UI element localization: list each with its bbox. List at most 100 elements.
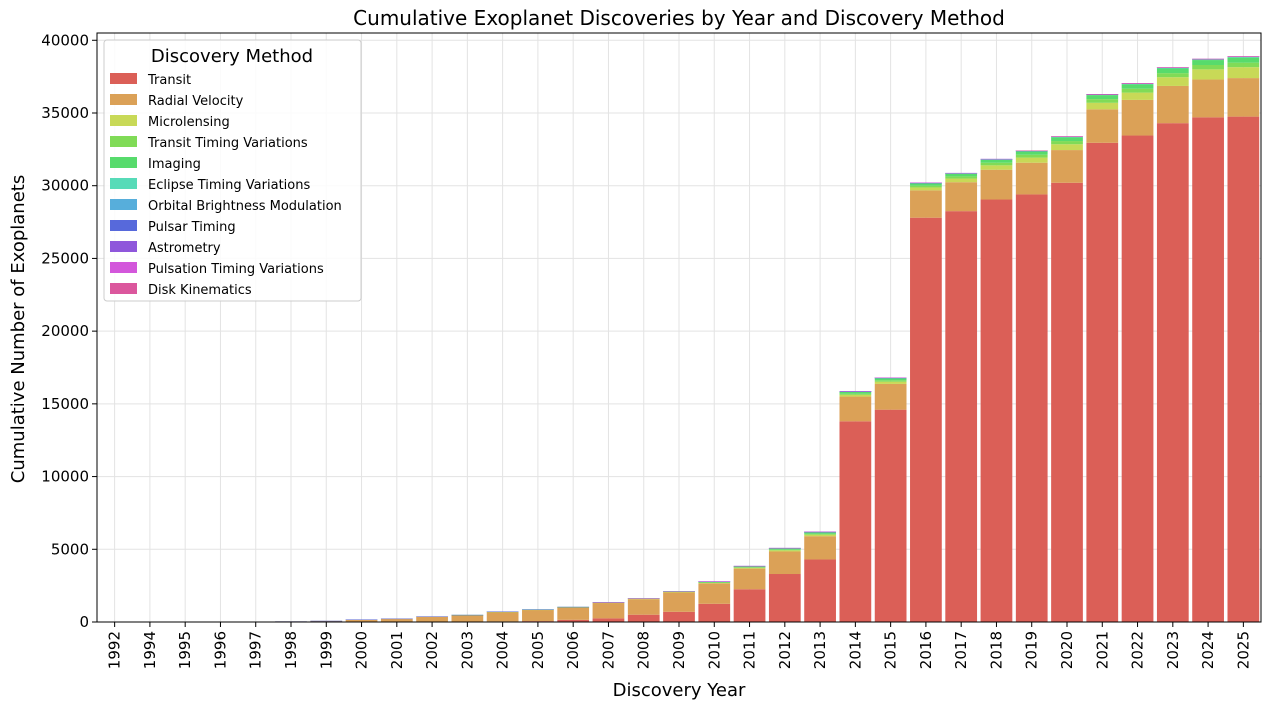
bar-segment xyxy=(663,591,695,593)
bar-segment xyxy=(1227,78,1260,117)
bar-segment xyxy=(698,581,731,583)
bar-segment xyxy=(1156,73,1189,78)
bar-segment xyxy=(310,620,343,622)
bar-segment xyxy=(839,391,872,394)
bar-segment xyxy=(910,183,942,186)
bar-segment xyxy=(486,611,519,613)
x-tick-label: 1996 xyxy=(211,631,229,669)
bar-segment xyxy=(522,609,554,610)
bar-segment xyxy=(416,616,448,617)
x-tick-label: 2020 xyxy=(1058,631,1076,669)
bar-segment xyxy=(627,598,660,600)
x-tick-label: 2025 xyxy=(1234,631,1252,669)
bar-segment xyxy=(1086,109,1119,143)
bar-segment xyxy=(1015,151,1048,155)
y-axis-label: Cumulative Number of Exoplanets xyxy=(8,175,29,483)
legend-swatch xyxy=(110,220,137,231)
x-tick-label: 2013 xyxy=(811,631,829,669)
x-tick-label: 2003 xyxy=(458,631,476,669)
x-tick-label: 1995 xyxy=(176,631,194,669)
legend-label: Transit xyxy=(147,73,191,88)
y-tick-label: 15000 xyxy=(41,395,89,413)
bar-segment xyxy=(804,532,836,534)
x-tick-label: 2004 xyxy=(494,631,512,669)
bar-segment xyxy=(1015,157,1048,163)
legend-label: Eclipse Timing Variations xyxy=(148,178,310,193)
x-tick-label: 2018 xyxy=(987,631,1005,669)
bar-segment xyxy=(980,162,1013,166)
y-tick-label: 35000 xyxy=(41,104,89,122)
legend-items: Transit Radial Velocity Microlensing Transi… xyxy=(110,73,342,298)
bar-segment xyxy=(522,609,554,622)
bar-segment xyxy=(345,619,378,622)
bar-segment xyxy=(1192,79,1224,118)
x-tick-label: 2015 xyxy=(882,631,900,669)
x-tick-label: 2019 xyxy=(1023,631,1041,669)
bar-segment xyxy=(733,565,766,567)
legend-swatch xyxy=(110,283,137,294)
bar-segment xyxy=(592,602,625,603)
x-tick-label: 2008 xyxy=(635,631,653,669)
bar-segment xyxy=(945,176,978,179)
bar-segment xyxy=(627,614,660,622)
bar-segment xyxy=(910,190,942,218)
bar-segment xyxy=(1227,56,1260,57)
bar-segment xyxy=(945,172,978,174)
bar-segment xyxy=(1086,102,1119,110)
bar-segment xyxy=(1051,182,1083,623)
bar-segment xyxy=(1121,83,1154,84)
x-tick-label: 2022 xyxy=(1129,631,1147,669)
bar-segment xyxy=(557,606,590,608)
x-tick-label: 2012 xyxy=(776,631,794,669)
legend-label: Pulsation Timing Variations xyxy=(148,262,324,277)
bar-segment xyxy=(910,217,942,622)
bar-segment xyxy=(804,533,836,535)
bar-segment xyxy=(1192,60,1224,65)
bar-segment xyxy=(698,582,731,584)
bar-segment xyxy=(1156,123,1189,622)
bar-segment xyxy=(1086,94,1119,95)
bar-segment xyxy=(1015,162,1048,195)
legend-label: Transit Timing Variations xyxy=(147,136,308,151)
bar-segment xyxy=(1015,150,1048,152)
bar-segment xyxy=(839,421,872,622)
bar-segment xyxy=(768,549,801,551)
bar-segment xyxy=(1192,64,1224,70)
bar-segment xyxy=(945,173,978,177)
bar-segment xyxy=(733,568,766,590)
bar-segment xyxy=(486,611,519,622)
bars xyxy=(98,56,1260,623)
x-tick-label: 2009 xyxy=(670,631,688,669)
bar-segment xyxy=(1121,99,1154,136)
legend-label: Pulsar Timing xyxy=(148,220,236,235)
legend-label: Radial Velocity xyxy=(148,94,244,109)
bar-segment xyxy=(1227,62,1260,68)
legend-swatch xyxy=(110,178,137,189)
y-axis-ticks: 0 5000 10000 15000 20000 25000 30000 35000 40000 xyxy=(41,31,97,631)
legend-label: Orbital Brightness Modulation xyxy=(148,199,342,214)
bar-segment xyxy=(310,620,343,622)
x-tick-label: 1999 xyxy=(317,631,335,669)
bar-segment xyxy=(874,377,907,379)
bar-segment xyxy=(733,567,766,569)
bar-segment xyxy=(1051,137,1083,142)
bar-segment xyxy=(804,536,836,560)
x-tick-label: 2007 xyxy=(599,631,617,669)
bar-segment xyxy=(768,574,801,622)
legend-swatch xyxy=(110,136,137,147)
bar-segment xyxy=(804,559,836,622)
bar-segment xyxy=(592,618,625,622)
x-tick-label: 2010 xyxy=(705,631,723,669)
bar-segment xyxy=(1121,83,1154,85)
bar-segment xyxy=(451,615,484,622)
legend-swatch xyxy=(110,94,137,105)
bar-segment xyxy=(804,531,836,533)
y-tick-label: 30000 xyxy=(41,177,89,195)
bar-segment xyxy=(1086,99,1119,103)
bar-segment xyxy=(945,182,978,212)
x-tick-label: 2017 xyxy=(952,631,970,669)
bar-segment xyxy=(345,619,378,620)
bar-segment xyxy=(1227,116,1260,622)
bar-segment xyxy=(980,165,1013,170)
bar-segment xyxy=(874,409,907,622)
